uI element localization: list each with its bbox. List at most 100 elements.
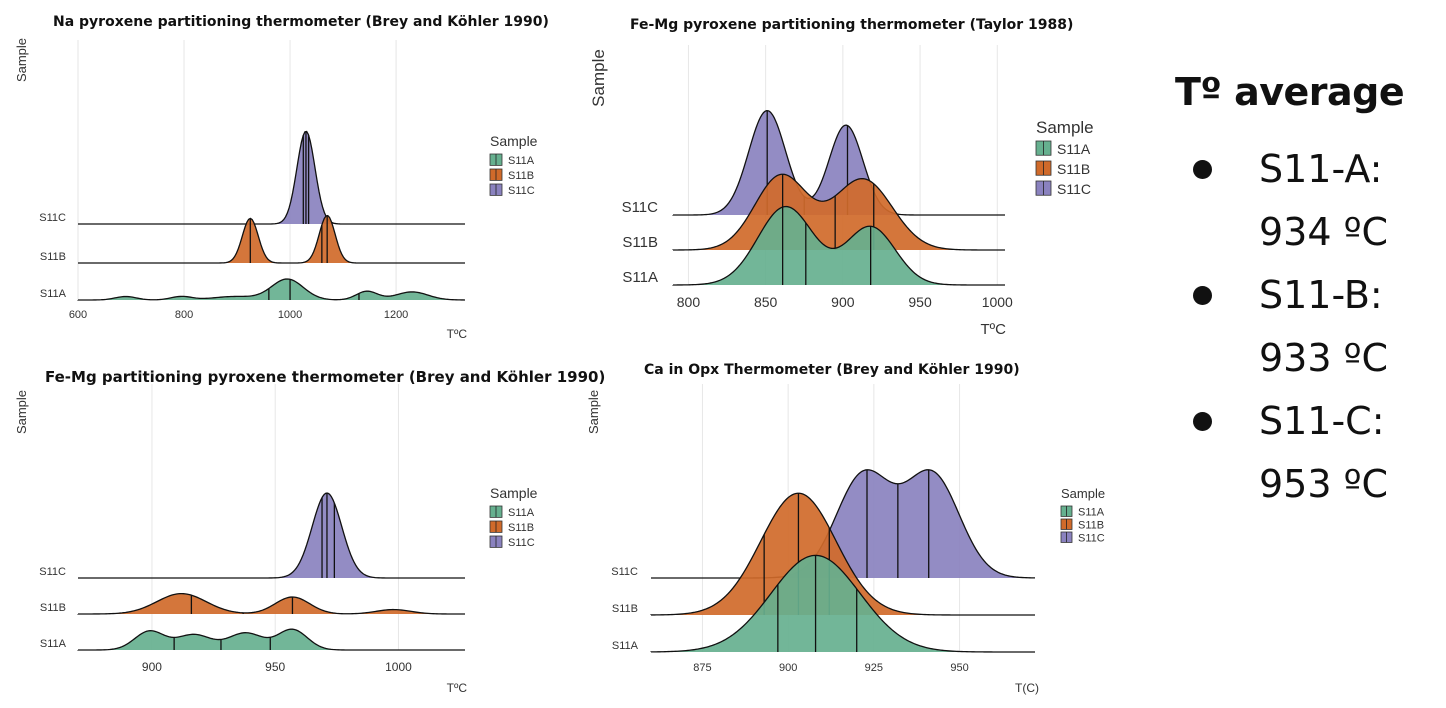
legend-title: Sample bbox=[490, 485, 538, 501]
x-tick-label: 950 bbox=[950, 662, 968, 674]
legend-item: S11B bbox=[508, 522, 534, 534]
chart-title: Fe-Mg pyroxene partitioning thermometer … bbox=[630, 17, 1073, 33]
legend-title: Sample bbox=[1061, 486, 1105, 501]
row-label: S11C bbox=[611, 566, 638, 578]
chart-title: Na pyroxene partitioning thermometer (Br… bbox=[53, 14, 549, 30]
list-item: S11-B: 933 ºC bbox=[1175, 264, 1435, 390]
ridge-fill bbox=[78, 593, 465, 614]
row-label: S11C bbox=[622, 199, 659, 216]
x-tick-label: 1000 bbox=[982, 294, 1013, 310]
ridge-line bbox=[78, 628, 465, 651]
bullet-icon bbox=[1193, 286, 1212, 305]
row-label: S11B bbox=[622, 234, 658, 251]
ridge-line bbox=[78, 278, 466, 301]
chart-svg: Fe-Mg pyroxene partitioning thermometer … bbox=[589, 17, 1094, 338]
sample-name: S11-B: bbox=[1259, 273, 1383, 317]
legend-item: S11C bbox=[1078, 532, 1105, 544]
ridge-s11a bbox=[672, 205, 1005, 286]
legend-item: S11B bbox=[1057, 161, 1090, 177]
ridge-s11c bbox=[78, 492, 465, 579]
ridge-s11a bbox=[650, 554, 1035, 653]
legend-item: S11A bbox=[1078, 506, 1105, 518]
ridge-line bbox=[78, 130, 465, 225]
sample-name: S11-A: bbox=[1259, 147, 1383, 191]
ridge-line bbox=[672, 205, 1005, 286]
x-axis-label: T(C) bbox=[1015, 681, 1039, 695]
ridge-s11a bbox=[78, 278, 466, 301]
x-tick-label: 1200 bbox=[384, 309, 408, 321]
chart-title: Fe-Mg partitioning pyroxene thermometer … bbox=[45, 368, 605, 386]
ridge-fill bbox=[673, 206, 1005, 285]
legend-item: S11B bbox=[1078, 519, 1104, 531]
x-axis-label: TºC bbox=[981, 321, 1007, 338]
x-axis-label: TºC bbox=[447, 681, 468, 695]
ridge-line bbox=[78, 492, 465, 579]
row-label: S11B bbox=[612, 603, 638, 615]
gridlines bbox=[77, 40, 397, 300]
y-axis-label: Sample bbox=[586, 390, 601, 434]
ridge-line bbox=[78, 214, 465, 264]
ridge-fill bbox=[673, 174, 1005, 250]
legend-item: S11A bbox=[1057, 141, 1091, 157]
row-label: S11B bbox=[40, 602, 66, 614]
ridge-line bbox=[673, 110, 1005, 216]
temperature-average-panel: Tº average S11-A: 934 ºC S11-B: 933 ºC S… bbox=[1175, 70, 1435, 516]
row-label: S11A bbox=[40, 288, 67, 300]
x-tick-label: 925 bbox=[865, 662, 883, 674]
ridge-line bbox=[651, 469, 1036, 579]
ridge-line bbox=[672, 173, 1005, 251]
chart-fe-mg-brey: Fe-Mg partitioning pyroxene thermometer … bbox=[0, 354, 605, 708]
legend: Sample S11A S11B S11C bbox=[1035, 118, 1094, 197]
legend-title: Sample bbox=[1036, 118, 1094, 137]
chart-svg: Fe-Mg partitioning pyroxene thermometer … bbox=[14, 368, 605, 695]
chart-svg: Na pyroxene partitioning thermometer (Br… bbox=[14, 14, 549, 341]
ridge-fill bbox=[78, 131, 465, 224]
x-tick-label: 800 bbox=[175, 309, 193, 321]
chart-title: Ca in Opx Thermometer (Brey and Köhler 1… bbox=[644, 362, 1020, 378]
panel-title: Tº average bbox=[1175, 70, 1405, 114]
chart-svg: Ca in Opx Thermometer (Brey and Köhler 1… bbox=[586, 362, 1105, 695]
ridge-fill bbox=[651, 469, 1035, 578]
x-tick-label: 1000 bbox=[278, 309, 302, 321]
ridge-fill bbox=[78, 629, 465, 650]
x-tick-label: 950 bbox=[265, 660, 285, 674]
legend-item: S11C bbox=[1057, 181, 1091, 197]
ridge-fill bbox=[78, 215, 465, 263]
x-tick-label: 1000 bbox=[385, 660, 412, 674]
x-tick-label: 850 bbox=[754, 294, 778, 310]
ridge-s11c bbox=[78, 130, 465, 225]
list-item: S11-C: 953 ºC bbox=[1175, 390, 1435, 516]
legend-item: S11A bbox=[508, 507, 535, 519]
legend-item: S11A bbox=[508, 155, 535, 167]
y-axis-label: Sample bbox=[589, 49, 608, 107]
x-tick-label: 600 bbox=[69, 309, 87, 321]
ridge-line bbox=[77, 592, 465, 615]
row-label: S11C bbox=[39, 566, 66, 578]
chart-ca-opx: Ca in Opx Thermometer (Brey and Köhler 1… bbox=[580, 354, 1160, 708]
average-list: S11-A: 934 ºC S11-B: 933 ºC S11-C: 953 º… bbox=[1175, 138, 1435, 516]
legend-title: Sample bbox=[490, 133, 538, 149]
ridge-fill bbox=[673, 110, 1005, 215]
ridge-s11c bbox=[651, 469, 1036, 579]
x-tick-label: 950 bbox=[908, 294, 932, 310]
bullet-icon bbox=[1193, 412, 1212, 431]
bullet-icon bbox=[1193, 160, 1212, 179]
sample-name: S11-C: bbox=[1259, 399, 1385, 443]
ridge-s11a bbox=[78, 628, 465, 651]
ridge-fill bbox=[78, 493, 465, 578]
sample-temperature: 934 ºC bbox=[1259, 210, 1389, 254]
x-tick-label: 900 bbox=[142, 660, 162, 674]
legend-item: S11B bbox=[508, 170, 534, 182]
ridge-line bbox=[650, 492, 1035, 616]
x-axis-label: TºC bbox=[447, 327, 468, 341]
x-tick-label: 900 bbox=[831, 294, 855, 310]
row-label: S11A bbox=[40, 638, 67, 650]
legend-item: S11C bbox=[508, 185, 535, 197]
legend: Sample S11A S11B S11C bbox=[489, 133, 538, 197]
y-axis-label: Sample bbox=[14, 38, 29, 82]
row-label: S11A bbox=[612, 640, 639, 652]
sample-temperature: 933 ºC bbox=[1259, 336, 1389, 380]
x-tick-label: 875 bbox=[693, 662, 711, 674]
